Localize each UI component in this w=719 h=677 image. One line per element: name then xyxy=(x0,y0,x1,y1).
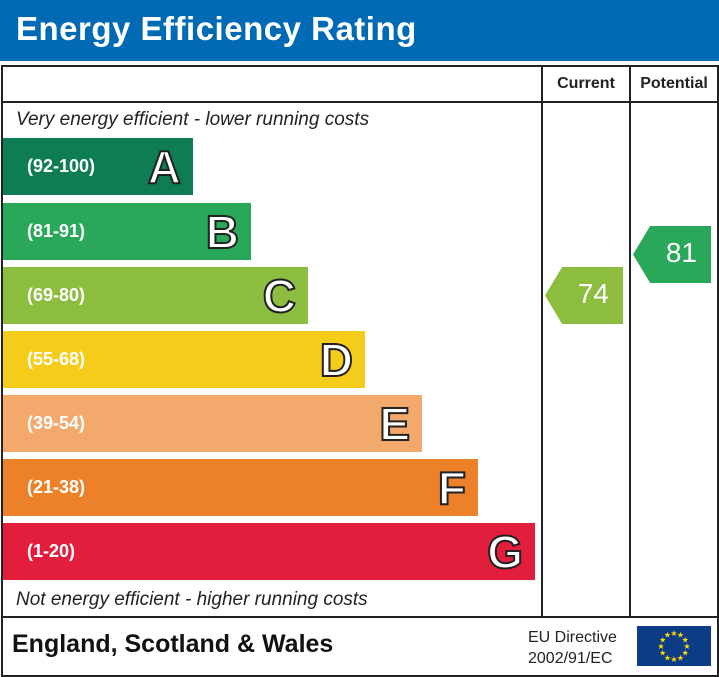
current-rating-arrow: 74 xyxy=(545,267,623,324)
header: Energy Efficiency Rating xyxy=(0,0,719,61)
band-range: (21-38) xyxy=(27,477,86,497)
star-icon: ★ xyxy=(670,655,677,664)
star-icon: ★ xyxy=(659,636,666,645)
band-letter: C xyxy=(262,269,297,323)
divider xyxy=(541,65,543,618)
star-icon: ★ xyxy=(659,649,666,658)
divider xyxy=(629,65,631,618)
band-d: (55-68) D xyxy=(3,331,365,388)
band-f: (21-38) F xyxy=(3,459,478,516)
band-g: (1-20) G xyxy=(3,523,535,580)
eu-flag-icon: ★ ★ ★ ★ ★ ★ ★ ★ ★ ★ ★ ★ xyxy=(637,626,711,666)
top-note: Very energy efficient - lower running co… xyxy=(16,109,370,130)
bottom-note: Not energy efficient - higher running co… xyxy=(16,589,368,610)
divider xyxy=(1,101,717,103)
band-letter: B xyxy=(205,205,240,259)
star-icon: ★ xyxy=(677,631,684,640)
potential-rating-arrow: 81 xyxy=(633,226,711,283)
directive-line2: 2002/91/EC xyxy=(528,650,613,667)
star-icon: ★ xyxy=(682,649,689,658)
band-letter: E xyxy=(378,397,411,451)
band-letter: D xyxy=(319,333,354,387)
potential-rating-value: 81 xyxy=(665,237,697,268)
band-a: (92-100) A xyxy=(3,138,193,195)
current-rating-value: 74 xyxy=(577,278,609,309)
band-e: (39-54) E xyxy=(3,395,422,452)
band-range: (39-54) xyxy=(27,413,86,433)
band-letter: F xyxy=(437,461,467,515)
footer-region: England, Scotland & Wales xyxy=(12,630,334,658)
band-range: (92-100) xyxy=(27,156,96,176)
star-icon: ★ xyxy=(664,653,671,662)
star-icon: ★ xyxy=(670,629,677,638)
band-letter: A xyxy=(147,140,182,194)
band-b: (81-91) B xyxy=(3,203,251,260)
band-range: (81-91) xyxy=(27,221,86,241)
column-header-potential: Potential xyxy=(640,75,708,92)
band-range: (1-20) xyxy=(27,541,76,561)
divider xyxy=(1,616,717,618)
band-letter: G xyxy=(486,525,524,579)
star-icon: ★ xyxy=(657,642,664,651)
star-icon: ★ xyxy=(682,636,689,645)
star-icon: ★ xyxy=(677,653,684,662)
chart-title: Energy Efficiency Rating xyxy=(16,10,417,47)
eu-directive: EU Directive 2002/91/EC xyxy=(528,627,617,669)
band-c: (69-80) C xyxy=(3,267,308,324)
star-icon: ★ xyxy=(664,631,671,640)
star-icon: ★ xyxy=(683,642,690,651)
band-range: (69-80) xyxy=(27,285,86,305)
directive-line1: EU Directive xyxy=(528,629,617,646)
column-header-current: Current xyxy=(557,75,615,92)
band-range: (55-68) xyxy=(27,349,86,369)
